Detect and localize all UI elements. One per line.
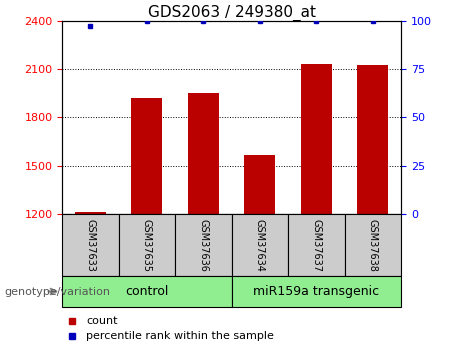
Bar (231, 214, 288, 276)
Bar (188, 93, 219, 214)
Bar (62, 276, 231, 307)
Bar (175, 214, 231, 276)
Text: GSM37636: GSM37636 (198, 219, 208, 272)
Text: GSM37634: GSM37634 (255, 219, 265, 272)
Text: GSM37635: GSM37635 (142, 219, 152, 272)
Bar (62, 214, 118, 276)
Bar (118, 214, 175, 276)
Bar (344, 214, 401, 276)
Text: percentile rank within the sample: percentile rank within the sample (86, 332, 274, 341)
Text: GSM37638: GSM37638 (368, 219, 378, 272)
Bar (301, 64, 332, 214)
Text: control: control (125, 285, 169, 298)
Text: miR159a transgenic: miR159a transgenic (253, 285, 379, 298)
Bar (75, 212, 106, 214)
Bar (244, 155, 275, 214)
Bar (357, 65, 388, 214)
Bar (288, 214, 344, 276)
Bar (131, 98, 162, 214)
Text: GSM37633: GSM37633 (85, 219, 95, 272)
Text: GSM37637: GSM37637 (311, 219, 321, 272)
Title: GDS2063 / 249380_at: GDS2063 / 249380_at (148, 4, 316, 21)
Bar (231, 276, 401, 307)
Text: genotype/variation: genotype/variation (5, 287, 111, 296)
Text: count: count (86, 316, 118, 326)
